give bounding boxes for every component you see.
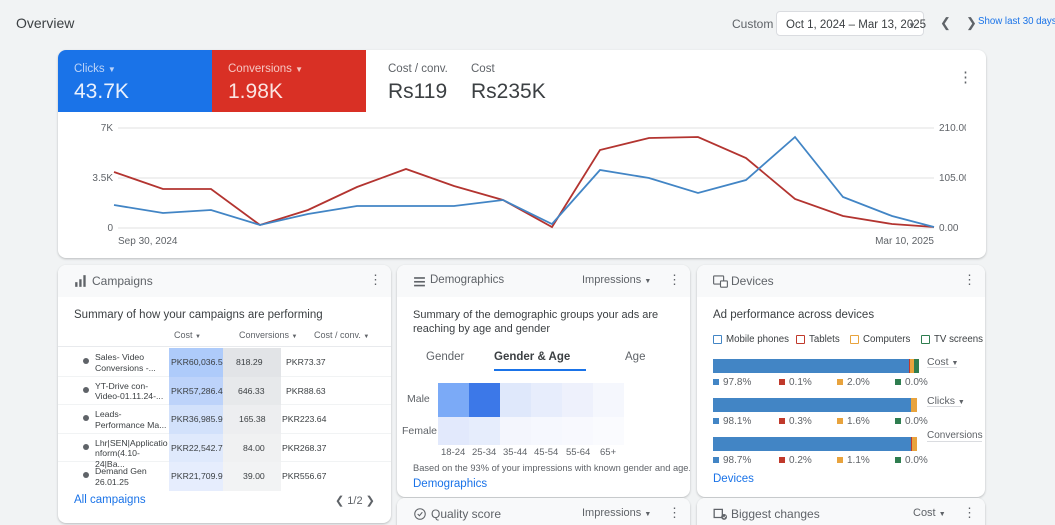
svg-text:105.00: 105.00 [939, 173, 966, 184]
svg-text:210.00: 210.00 [939, 123, 966, 134]
svg-text:Mar 10, 2025: Mar 10, 2025 [875, 236, 934, 247]
svg-text:3.5K: 3.5K [92, 173, 113, 184]
svg-text:Sep 30, 2024: Sep 30, 2024 [118, 236, 178, 247]
svg-text:0: 0 [107, 223, 113, 234]
svg-text:7K: 7K [101, 123, 114, 134]
svg-text:0.00: 0.00 [939, 223, 959, 234]
